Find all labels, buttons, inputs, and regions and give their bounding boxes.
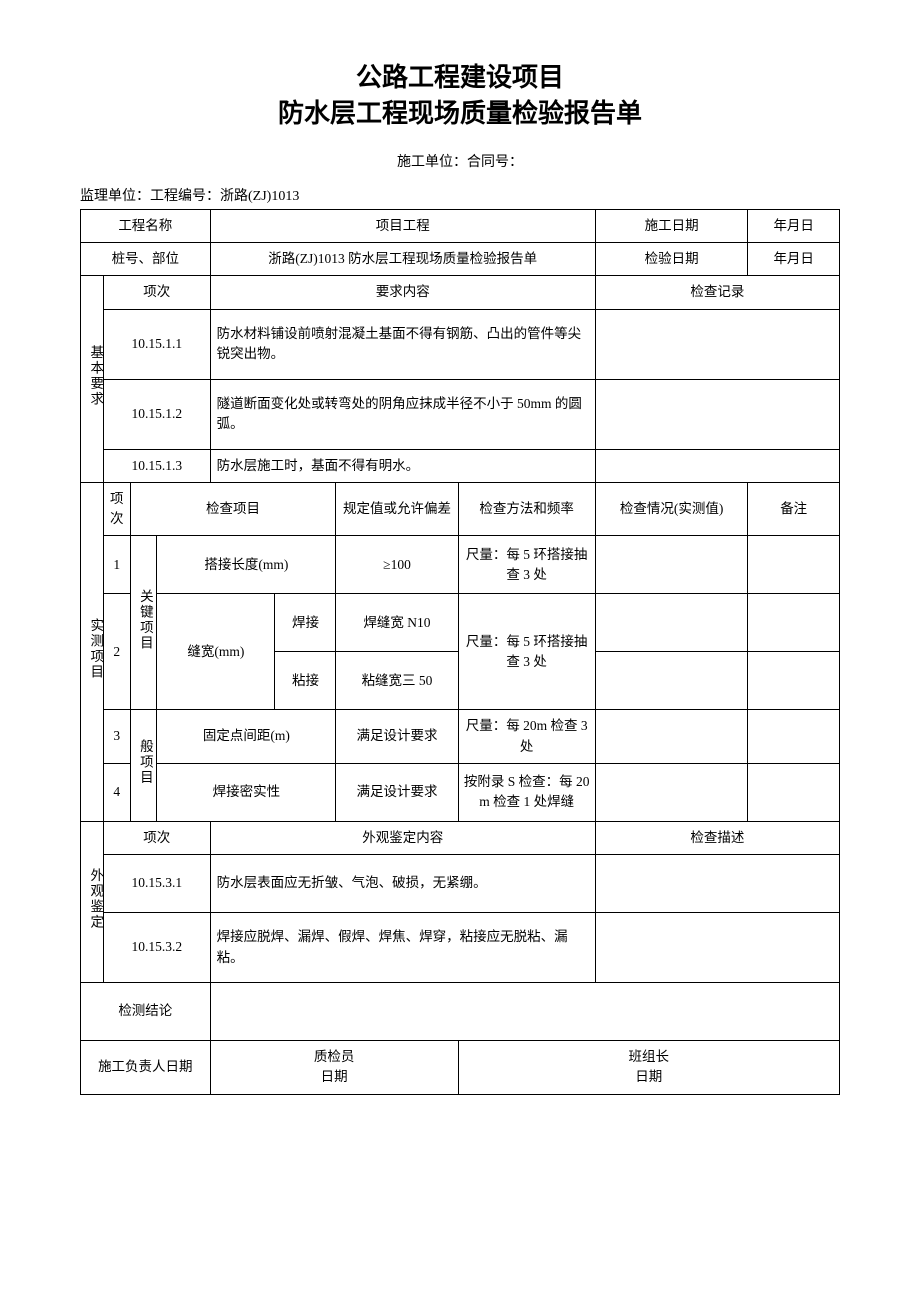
appearance-col-item: 项次	[103, 821, 210, 854]
appearance-col-content: 外观鉴定内容	[210, 821, 595, 854]
appearance-row-content: 防水层表面应无折皱、气泡、破损，无紧绷。	[210, 855, 595, 913]
basic-col-content: 要求内容	[210, 276, 595, 309]
measured-r1-spec: ≥100	[336, 536, 458, 594]
measured-r2a-note	[748, 594, 840, 652]
appearance-row-desc	[595, 855, 839, 913]
basic-row-no: 10.15.1.1	[103, 309, 210, 379]
measured-r4-result	[595, 763, 748, 821]
appearance-row-content: 焊接应脱焊、漏焊、假焊、焊焦、焊穿，粘接应无脱粘、漏粘。	[210, 913, 595, 983]
measured-r4-method: 按附录 S 检查：每 20m 检查 1 处焊缝	[458, 763, 595, 821]
measured-r3-note	[748, 710, 840, 764]
basic-section-label: 基本要求	[81, 276, 104, 483]
project-name-label: 工程名称	[81, 209, 211, 242]
measured-col-result: 检查情况(实测值)	[595, 482, 748, 536]
measured-r2-sub2-label: 粘接	[275, 652, 336, 710]
title-line1: 公路工程建设项目	[80, 60, 840, 96]
measured-r1-item: 搭接长度(mm)	[157, 536, 336, 594]
construct-contract-line: 施工单位：合同号：	[80, 151, 840, 171]
measured-r3-spec: 满足设计要求	[336, 710, 458, 764]
conclusion-value	[210, 983, 839, 1041]
measured-r2-no: 2	[103, 594, 130, 710]
measured-r3-no: 3	[103, 710, 130, 764]
measured-r2b-note	[748, 652, 840, 710]
measured-r3-method: 尺量：每 20m 检查 3 处	[458, 710, 595, 764]
basic-row-content: 防水层施工时，基面不得有明水。	[210, 449, 595, 482]
basic-row-content: 隧道断面变化处或转弯处的阴角应抹成半径不小于 50mm 的圆弧。	[210, 379, 595, 449]
measured-key-label: 关键项目	[130, 536, 157, 710]
appearance-row-desc	[595, 913, 839, 983]
sign-qc: 质检员 日期	[210, 1041, 458, 1095]
title-line2: 防水层工程现场质量检验报告单	[80, 96, 840, 132]
measured-col-item: 检查项目	[130, 482, 336, 536]
basic-row-no: 10.15.1.3	[103, 449, 210, 482]
inspect-date-label: 检验日期	[595, 243, 748, 276]
measured-r2-sub2-spec: 粘缝宽三 50	[336, 652, 458, 710]
measured-col-note: 备注	[748, 482, 840, 536]
appearance-section-label: 外观鉴定	[81, 821, 104, 982]
station-label: 桩号、部位	[81, 243, 211, 276]
basic-row-record	[595, 379, 839, 449]
measured-r4-item: 焊接密实性	[157, 763, 336, 821]
sign-construct-lead: 施工负责人日期	[81, 1041, 211, 1095]
basic-row-no: 10.15.1.2	[103, 379, 210, 449]
conclusion-label: 检测结论	[81, 983, 211, 1041]
measured-r4-no: 4	[103, 763, 130, 821]
project-name-value: 项目工程	[210, 209, 595, 242]
sign-team-lead: 班组长 日期	[458, 1041, 839, 1095]
appearance-row-no: 10.15.3.1	[103, 855, 210, 913]
measured-general-label: 般项目	[130, 710, 157, 822]
title-block: 公路工程建设项目 防水层工程现场质量检验报告单 施工单位：合同号：	[80, 60, 840, 171]
appearance-row-no: 10.15.3.2	[103, 913, 210, 983]
inspect-date-value: 年月日	[748, 243, 840, 276]
report-table: 工程名称 项目工程 施工日期 年月日 桩号、部位 浙路(ZJ)1013 防水层工…	[80, 209, 840, 1095]
station-value: 浙路(ZJ)1013 防水层工程现场质量检验报告单	[210, 243, 595, 276]
measured-r1-result	[595, 536, 748, 594]
measured-r3-result	[595, 710, 748, 764]
measured-section-label: 实测项目	[81, 482, 104, 821]
construct-date-value: 年月日	[748, 209, 840, 242]
measured-r4-spec: 满足设计要求	[336, 763, 458, 821]
measured-r2b-result	[595, 652, 748, 710]
measured-r1-method: 尺量：每 5 环搭接抽查 3 处	[458, 536, 595, 594]
measured-r1-note	[748, 536, 840, 594]
measured-col-spec: 规定值或允许偏差	[336, 482, 458, 536]
measured-r1-no: 1	[103, 536, 130, 594]
measured-r2-sub1-spec: 焊缝宽 N10	[336, 594, 458, 652]
measured-r2-sub1-label: 焊接	[275, 594, 336, 652]
basic-row-record	[595, 449, 839, 482]
measured-r2a-result	[595, 594, 748, 652]
measured-r2-item: 缝宽(mm)	[157, 594, 275, 710]
measured-r2-method: 尺量：每 5 环搭接抽查 3 处	[458, 594, 595, 710]
construct-date-label: 施工日期	[595, 209, 748, 242]
supervise-project-line: 监理单位：工程编号：浙路(ZJ)1013	[80, 185, 840, 205]
basic-row-record	[595, 309, 839, 379]
measured-col-method: 检查方法和频率	[458, 482, 595, 536]
basic-col-item: 项次	[103, 276, 210, 309]
measured-r3-item: 固定点间距(m)	[157, 710, 336, 764]
basic-col-record: 检查记录	[595, 276, 839, 309]
appearance-col-desc: 检查描述	[595, 821, 839, 854]
measured-r4-note	[748, 763, 840, 821]
basic-row-content: 防水材料铺设前喷射混凝土基面不得有钢筋、凸出的管件等尖锐突出物。	[210, 309, 595, 379]
measured-col-no: 项次	[103, 482, 130, 536]
